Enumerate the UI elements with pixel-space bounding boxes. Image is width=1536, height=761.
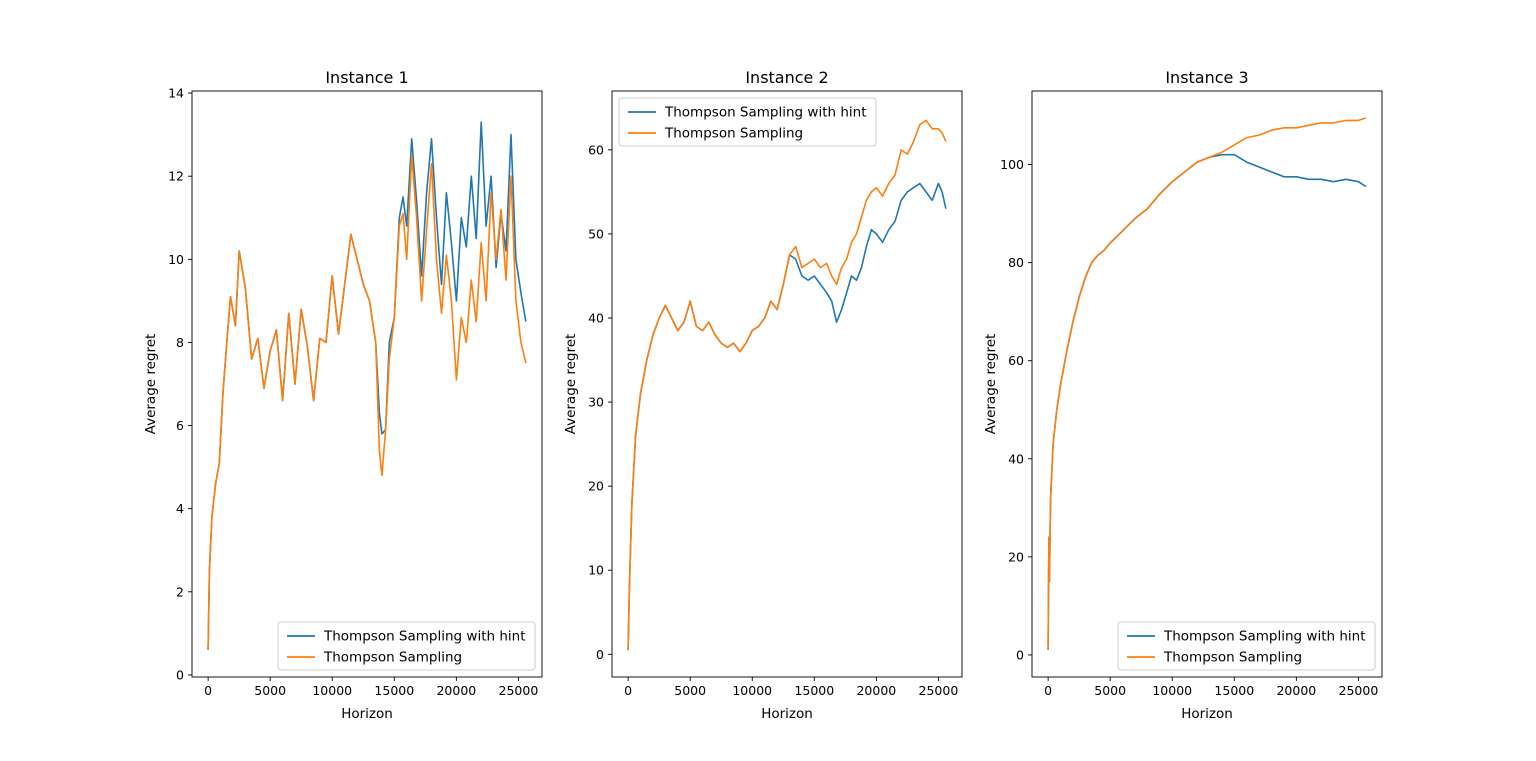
chart-title: Instance 3 xyxy=(1165,68,1248,87)
x-tick-label: 15000 xyxy=(374,683,414,698)
x-axis-label: Horizon xyxy=(761,706,813,722)
series-line-1 xyxy=(627,182,947,651)
y-tick-label: 50 xyxy=(588,226,604,241)
series-line-2 xyxy=(207,154,527,651)
legend-label-1: Thompson Sampling with hint xyxy=(323,629,526,645)
legend: Thompson Sampling with hint Thompson Samp… xyxy=(1117,621,1376,671)
x-tick-label: 25000 xyxy=(1339,683,1379,698)
x-tick-label: 15000 xyxy=(794,683,834,698)
chart-title: Instance 2 xyxy=(745,68,828,87)
x-tick-label: 20000 xyxy=(1276,683,1316,698)
x-axis-label: Horizon xyxy=(341,706,393,722)
y-tick-label: 80 xyxy=(1008,255,1024,270)
legend-box xyxy=(618,97,877,147)
y-axis-label: Average regret xyxy=(983,334,999,435)
legend-label-1: Thompson Sampling with hint xyxy=(1163,629,1366,645)
y-tick-label: 10 xyxy=(168,252,184,267)
y-tick-label: 0 xyxy=(176,667,184,682)
x-tick-label: 5000 xyxy=(1094,683,1126,698)
x-tick-label: 25000 xyxy=(499,683,539,698)
x-tick-label: 5000 xyxy=(674,683,706,698)
series-group xyxy=(1047,117,1367,651)
x-tick-label: 25000 xyxy=(919,683,959,698)
y-tick-label: 100 xyxy=(1000,157,1024,172)
y-tick-label: 2 xyxy=(176,584,184,599)
legend-label-1: Thompson Sampling with hint xyxy=(664,105,867,121)
chart-panel-1: Instance 1 0 5000 10000 15000 20000 25000 0 2 4 6 8… xyxy=(143,68,543,722)
y-tick-label: 8 xyxy=(176,335,184,350)
series-line-2 xyxy=(627,119,947,651)
chart-panel-3: Instance 3 0 5000 10000 15000 20000 25000 0 20 40… xyxy=(983,68,1383,722)
x-tick-label: 0 xyxy=(204,683,212,698)
x-tick-label: 10000 xyxy=(1152,683,1192,698)
x-tick-label: 20000 xyxy=(856,683,896,698)
series-line-2 xyxy=(1047,117,1367,651)
axes-frame xyxy=(191,90,543,678)
x-tick-label: 5000 xyxy=(254,683,286,698)
legend-label-2: Thompson Sampling xyxy=(323,650,462,666)
y-tick-label: 12 xyxy=(168,169,184,184)
y-axis-label: Average regret xyxy=(563,334,579,435)
legend-box xyxy=(1117,621,1376,671)
y-tick-label: 20 xyxy=(1008,549,1024,564)
x-tick-label: 10000 xyxy=(732,683,772,698)
y-tick-label: 60 xyxy=(588,142,604,157)
axes-frame xyxy=(1031,90,1383,678)
chart-title: Instance 1 xyxy=(325,68,408,87)
x-tick-label: 15000 xyxy=(1214,683,1254,698)
x-tick-label: 0 xyxy=(1044,683,1052,698)
series-line-1 xyxy=(207,121,527,651)
x-axis-label: Horizon xyxy=(1181,706,1233,722)
series-line-1 xyxy=(1047,153,1367,651)
y-tick-label: 30 xyxy=(588,395,604,410)
y-tick-label: 14 xyxy=(168,86,184,101)
y-tick-label: 4 xyxy=(176,501,184,516)
y-tick-label: 60 xyxy=(1008,353,1024,368)
x-tick-label: 20000 xyxy=(436,683,476,698)
y-tick-label: 0 xyxy=(596,647,604,662)
chart-panel-2: Instance 2 0 5000 10000 15000 20000 25000 0 10 20… xyxy=(563,68,963,722)
y-tick-label: 6 xyxy=(176,418,184,433)
y-tick-label: 20 xyxy=(588,479,604,494)
x-tick-label: 0 xyxy=(624,683,632,698)
series-group xyxy=(627,119,947,651)
y-axis-label: Average regret xyxy=(143,334,159,435)
legend: Thompson Sampling with hint Thompson Samp… xyxy=(277,621,536,671)
x-tick-label: 10000 xyxy=(312,683,352,698)
axes-frame xyxy=(611,90,963,678)
legend-label-2: Thompson Sampling xyxy=(1163,650,1302,666)
y-tick-label: 10 xyxy=(588,563,604,578)
legend-box xyxy=(277,621,536,671)
series-group xyxy=(207,121,527,651)
y-tick-label: 0 xyxy=(1016,647,1024,662)
legend: Thompson Sampling with hint Thompson Samp… xyxy=(618,97,877,147)
y-tick-label: 40 xyxy=(588,311,604,326)
legend-label-2: Thompson Sampling xyxy=(664,126,803,142)
y-tick-label: 40 xyxy=(1008,451,1024,466)
